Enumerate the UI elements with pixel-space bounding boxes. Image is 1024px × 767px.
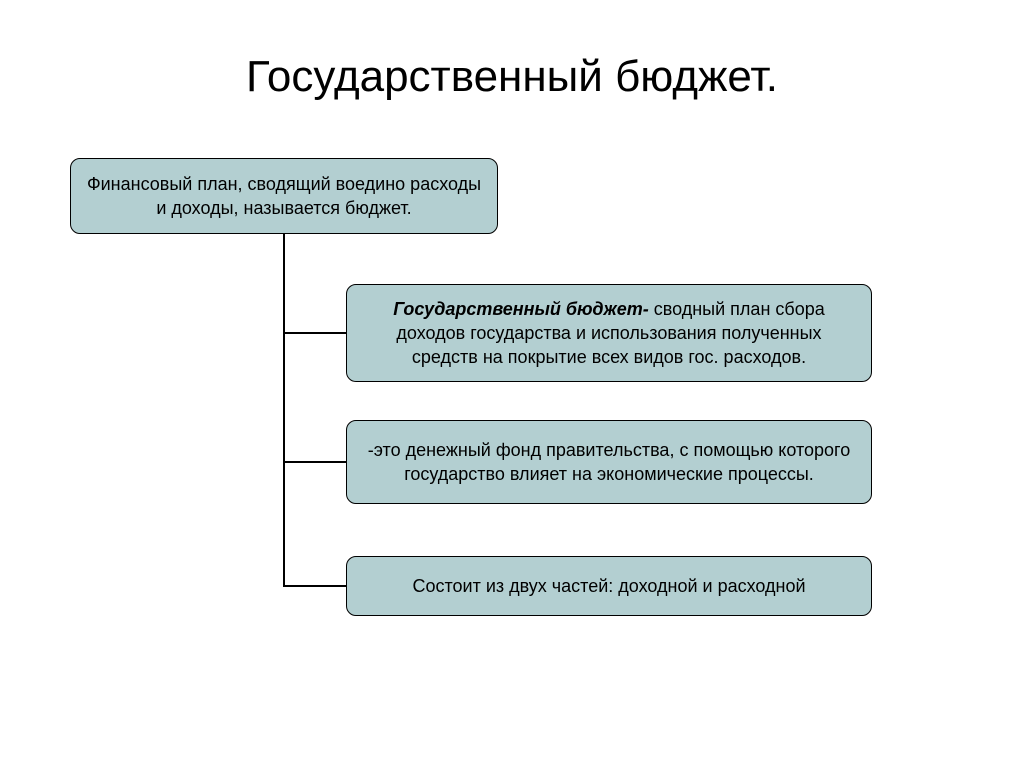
slide-title: Государственный бюджет.	[0, 52, 1024, 102]
child-box-1: Государственный бюджет- сводный план сбо…	[346, 284, 872, 382]
child2-text: -это денежный фонд правительства, с помо…	[361, 438, 857, 487]
child1-prefix: Государственный бюджет-	[393, 299, 649, 319]
child3-text: Состоит из двух частей: доходной и расхо…	[412, 574, 805, 598]
title-text: Государственный бюджет.	[246, 52, 778, 101]
root-box-text: Финансовый план, сводящий воедино расход…	[85, 172, 483, 221]
connector-h3	[283, 585, 346, 587]
connector-trunk	[283, 234, 285, 586]
connector-h2	[283, 461, 346, 463]
child-box-2: -это денежный фонд правительства, с помо…	[346, 420, 872, 504]
child-box-3: Состоит из двух частей: доходной и расхо…	[346, 556, 872, 616]
child1-text: Государственный бюджет- сводный план сбо…	[361, 297, 857, 370]
root-box: Финансовый план, сводящий воедино расход…	[70, 158, 498, 234]
connector-h1	[283, 332, 346, 334]
